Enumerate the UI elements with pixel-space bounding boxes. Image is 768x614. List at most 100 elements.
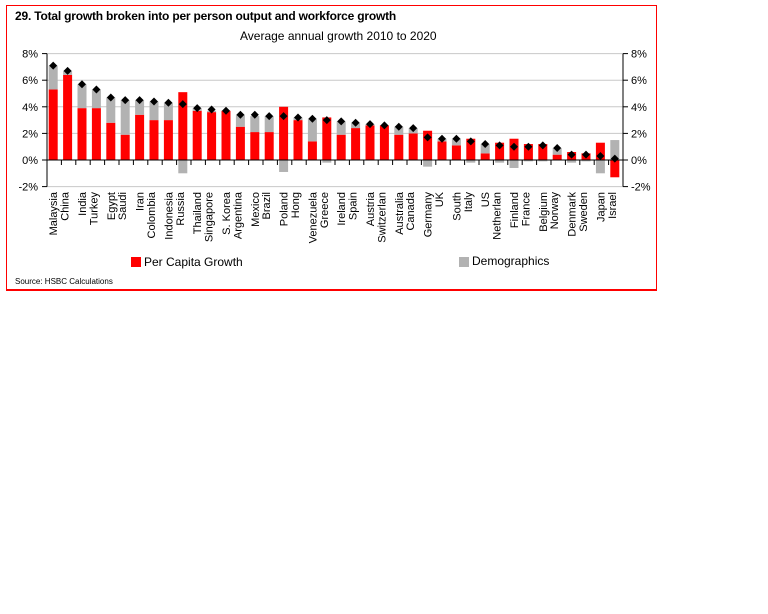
x-category-label: Greece [319, 192, 331, 228]
marker-total [495, 141, 504, 150]
marker-total [582, 150, 590, 159]
y-tick-label-right: 0% [631, 155, 647, 167]
marker-total [207, 105, 216, 114]
bar-demographics [178, 160, 188, 174]
bar-demographics [336, 121, 346, 135]
x-category-label: Finland [509, 192, 521, 228]
x-category-label: South [451, 192, 463, 221]
marker-total [337, 117, 346, 126]
bar-per-capita [538, 144, 548, 160]
marker-total [524, 142, 533, 151]
marker-total [466, 137, 475, 146]
x-category-label: Saudi [117, 192, 129, 220]
bar-per-capita [264, 132, 274, 160]
bar-per-capita [149, 120, 159, 160]
y-tick-label-right: 4% [631, 102, 647, 114]
x-category-label: Argentina [232, 191, 244, 239]
x-category-label: Belgium [538, 192, 550, 232]
bar-demographics [48, 65, 58, 90]
marker-total [92, 85, 101, 94]
bar-demographics [538, 160, 548, 162]
bar-per-capita [351, 128, 361, 160]
marker-total [49, 61, 58, 70]
x-category-label: Denmark [567, 192, 579, 237]
marker-total [567, 150, 576, 159]
marker-total [78, 80, 86, 89]
bar-per-capita [480, 153, 490, 160]
marker-total [380, 121, 389, 130]
bar-per-capita [437, 141, 447, 160]
marker-total [481, 140, 490, 149]
marker-total [596, 152, 605, 161]
bar-demographics [423, 160, 433, 167]
bar-demographics [495, 160, 505, 163]
marker-total [135, 96, 144, 105]
bar-demographics [466, 160, 476, 163]
x-category-label: Israel [607, 192, 619, 219]
bar-per-capita [178, 92, 188, 160]
chart-source: Source: HSBC Calculations [15, 277, 113, 286]
marker-total [121, 96, 130, 105]
y-tick-label-left: 4% [22, 102, 38, 114]
marker-total [164, 98, 173, 107]
x-category-label: Austria [365, 191, 377, 226]
bar-per-capita [192, 110, 202, 160]
x-category-label: Singapore [204, 192, 216, 242]
y-tick-label-left: 8% [22, 49, 38, 61]
y-tick-label-left: 2% [22, 128, 38, 140]
chart-frame [6, 5, 657, 291]
bar-per-capita [365, 125, 375, 160]
bar-per-capita [91, 108, 101, 160]
bar-per-capita [250, 132, 260, 160]
x-category-label: Canada [405, 191, 417, 230]
legend-swatch-demographics [459, 257, 469, 267]
bar-per-capita [106, 122, 116, 160]
bar-demographics [322, 160, 332, 163]
marker-total [409, 124, 418, 133]
x-category-label: Turkey [88, 192, 100, 226]
y-tick-label-left: -2% [18, 182, 38, 194]
x-category-label: Poland [279, 192, 291, 226]
marker-total [438, 134, 446, 143]
x-category-label: Iran [135, 192, 147, 211]
bar-demographics [91, 89, 101, 109]
x-category-label: Australia [394, 191, 406, 235]
marker-total [351, 118, 360, 127]
marker-total [366, 120, 374, 129]
bar-demographics [307, 118, 317, 142]
marker-total [394, 122, 403, 131]
x-category-label: Russia [175, 191, 187, 226]
bar-demographics [163, 102, 173, 121]
bar-demographics [610, 140, 620, 160]
bar-per-capita [235, 126, 245, 160]
legend-swatch-per-capita [131, 257, 141, 267]
marker-total [193, 104, 202, 113]
y-tick-label-left: 6% [22, 75, 38, 87]
marker-total [322, 116, 331, 125]
marker-total [423, 133, 432, 142]
marker-total [63, 66, 72, 75]
marker-total [553, 144, 562, 153]
bar-demographics [106, 97, 116, 123]
bar-demographics [235, 114, 245, 127]
x-category-label: Italy [463, 192, 475, 213]
x-category-label: Malaysia [48, 191, 60, 235]
bar-per-capita [207, 112, 217, 160]
bar-demographics [480, 144, 490, 154]
x-category-label: Germany [423, 192, 435, 238]
x-category-label: Hong [290, 192, 302, 218]
bar-demographics [581, 160, 591, 162]
x-category-label: Spain [348, 192, 360, 220]
bar-demographics [264, 116, 274, 133]
bar-per-capita [552, 154, 562, 160]
bar-per-capita [423, 130, 433, 160]
x-category-label: India [77, 191, 89, 216]
x-category-label: Mexico [250, 192, 262, 227]
bar-per-capita [394, 134, 404, 160]
y-tick-label-right: 2% [631, 128, 647, 140]
y-tick-label-right: 8% [631, 49, 647, 61]
bar-per-capita [221, 110, 231, 160]
bar-per-capita [408, 133, 418, 160]
x-category-label: Netherlan [492, 192, 504, 240]
